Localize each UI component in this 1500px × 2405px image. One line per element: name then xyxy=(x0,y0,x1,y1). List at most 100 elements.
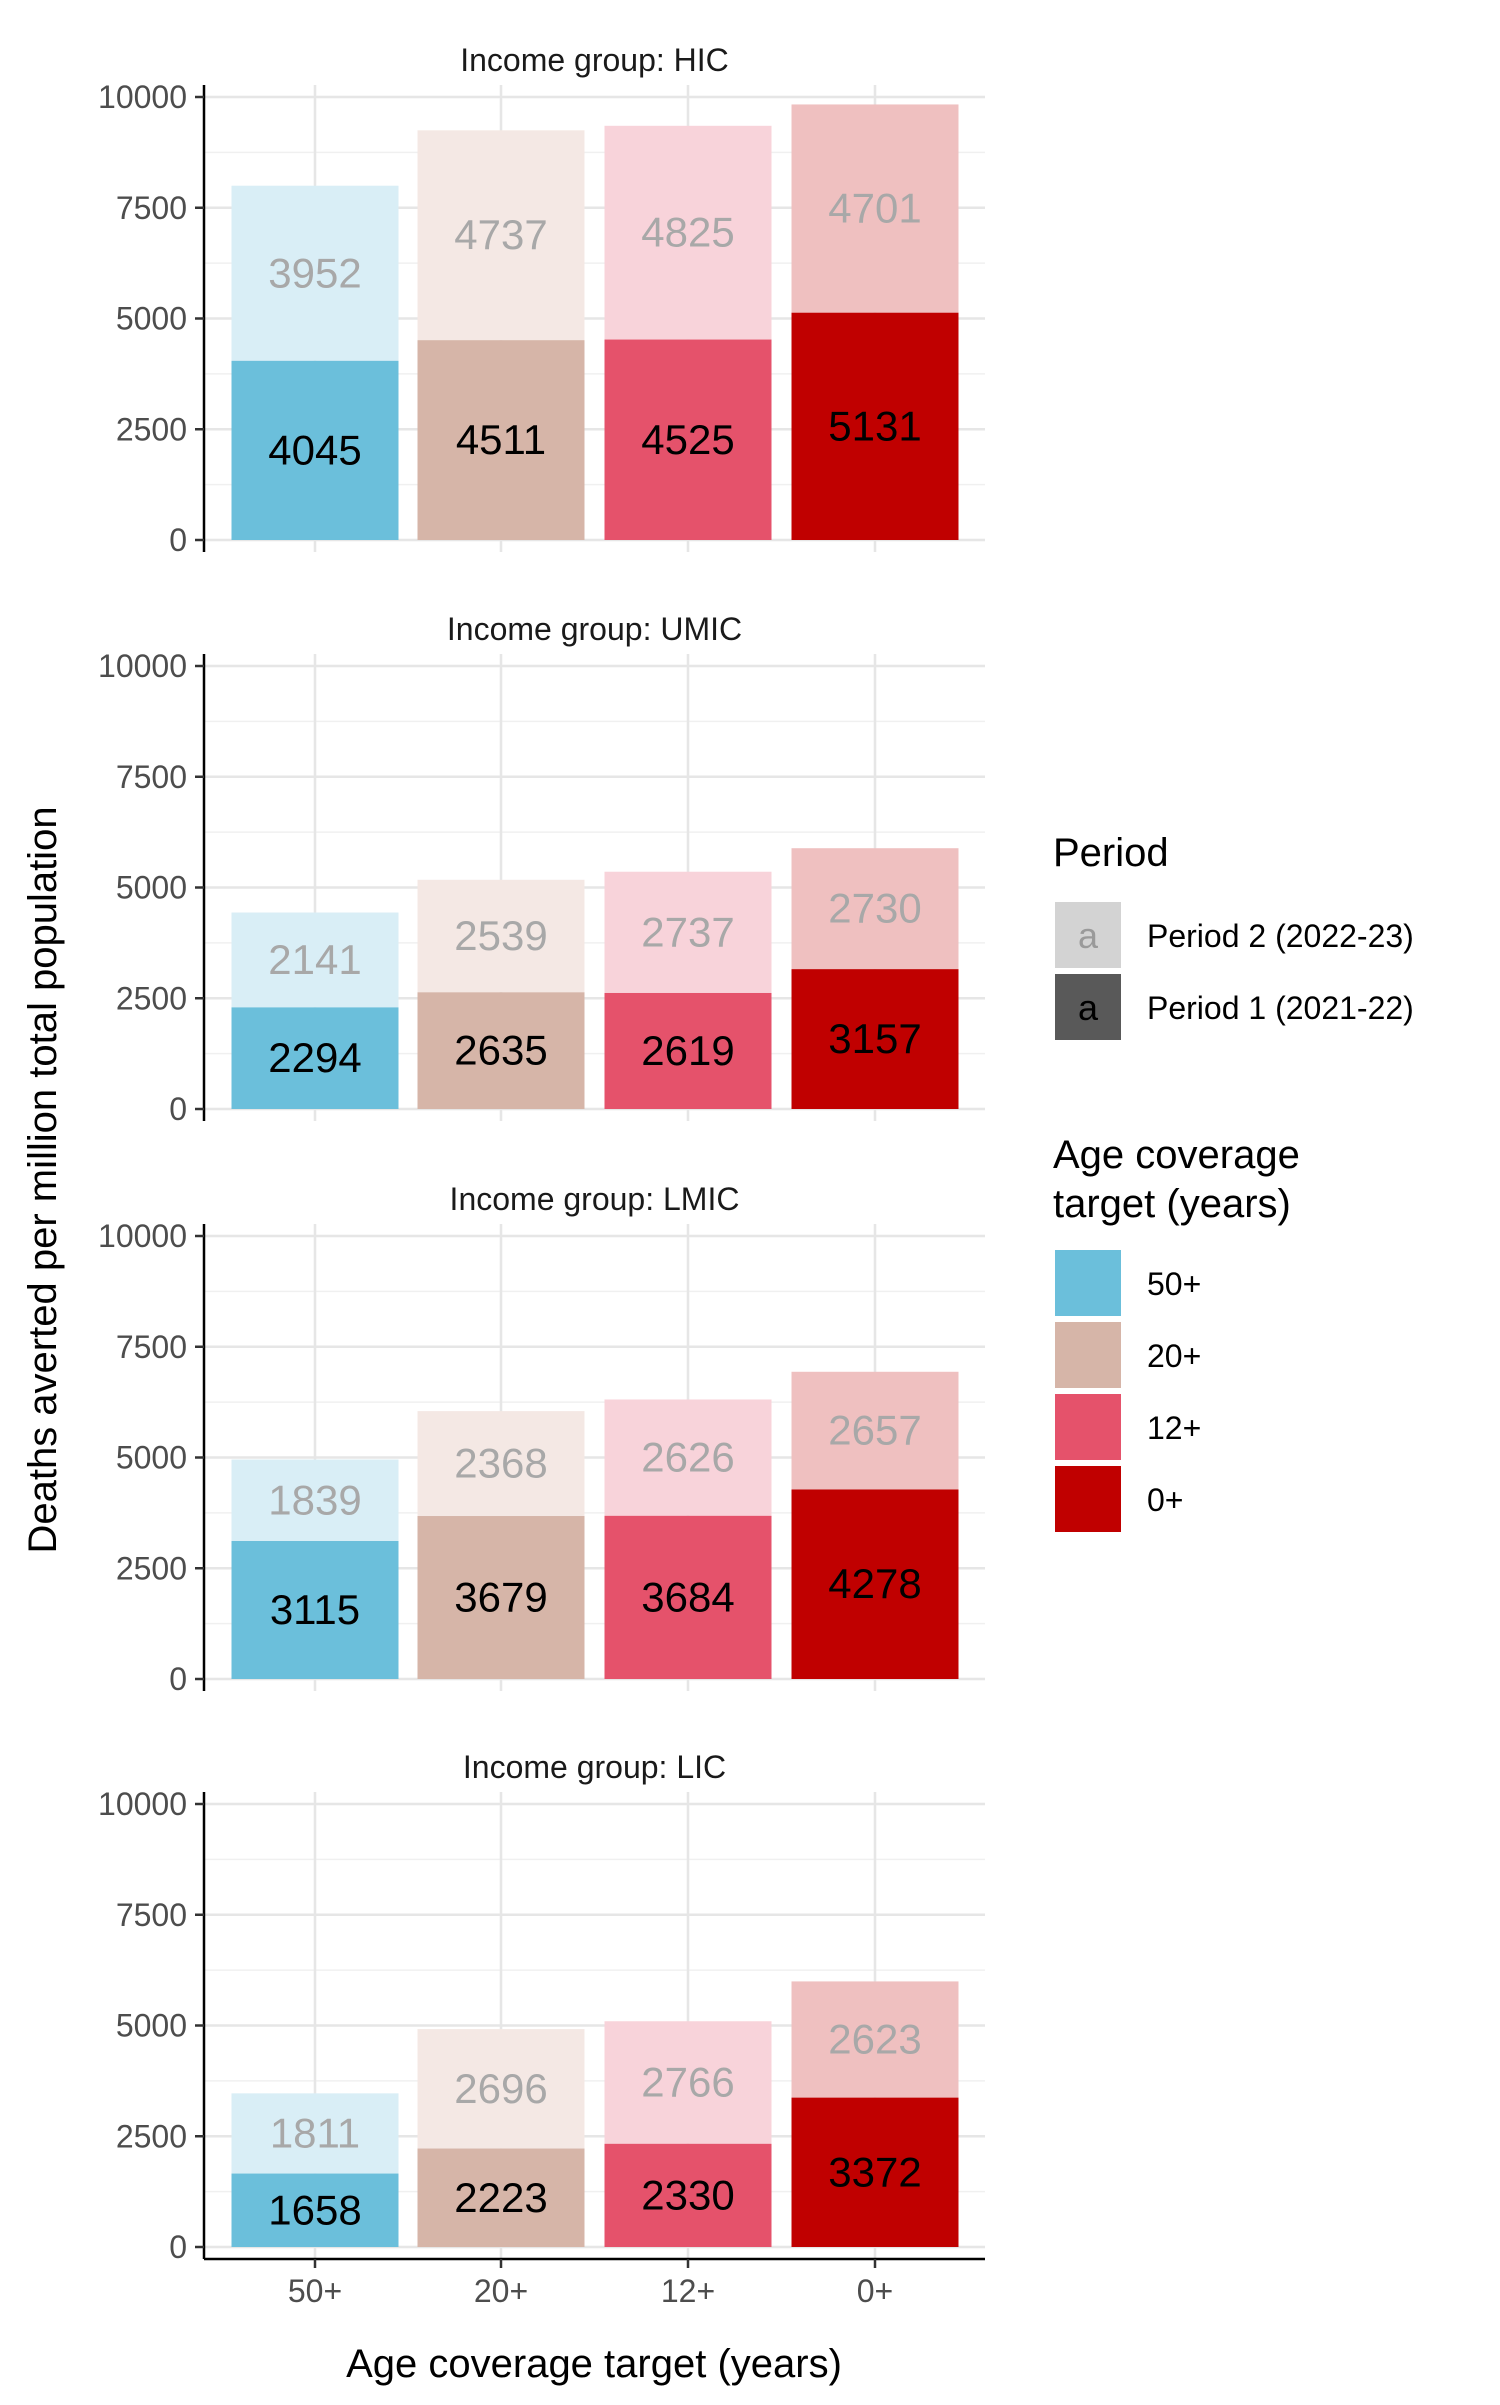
bar-period1 xyxy=(417,1516,585,1679)
x-tick-label: 50+ xyxy=(288,2273,342,2309)
data-label-period1: 2330 xyxy=(641,2171,734,2218)
y-tick-label: 10000 xyxy=(98,1218,187,1254)
bar-period1 xyxy=(791,312,959,540)
y-tick-label: 10000 xyxy=(98,648,187,684)
y-tick-label: 2500 xyxy=(116,980,187,1016)
legend: Period a Period 2 (2022-23) a Period 1 (2021… xyxy=(1053,831,1414,1532)
legend-period-key xyxy=(1055,974,1121,1040)
y-tick-label: 7500 xyxy=(116,1897,187,1933)
bar-period2 xyxy=(417,1411,585,1517)
panel-0: Income group: HIC 3952 4045 4737 4511 4825 452… xyxy=(98,42,985,558)
y-tick-label: 5000 xyxy=(116,301,187,337)
data-label-period1: 5131 xyxy=(828,402,921,449)
data-label-period1: 2294 xyxy=(268,1034,361,1081)
data-label-period2: 2696 xyxy=(454,2065,547,2112)
legend-period-glyph: a xyxy=(1078,987,1099,1028)
bar-period1 xyxy=(417,340,585,540)
data-label-period2: 2737 xyxy=(641,908,734,955)
legend-age-key xyxy=(1055,1322,1121,1388)
data-label-period2: 4825 xyxy=(641,209,734,256)
data-label-period2: 2539 xyxy=(454,912,547,959)
legend-age-key xyxy=(1055,1466,1121,1532)
legend-age-title: Age coverage xyxy=(1053,1133,1300,1177)
data-label-period2: 3952 xyxy=(268,249,361,296)
bar-period2 xyxy=(231,1459,399,1542)
panel-title: Income group: LMIC xyxy=(450,1181,740,1217)
legend-age-key xyxy=(1055,1394,1121,1460)
data-label-period2: 4737 xyxy=(454,211,547,258)
bar-period2 xyxy=(604,2021,772,2144)
panel-title: Income group: LIC xyxy=(463,1749,726,1785)
data-label-period1: 1658 xyxy=(268,2186,361,2233)
data-label-period2: 2368 xyxy=(454,1440,547,1487)
bar-period2 xyxy=(417,130,585,341)
y-axis-title: Deaths averted per million total populat… xyxy=(21,806,65,1553)
legend-period-label: Period 1 (2021-22) xyxy=(1147,990,1414,1026)
y-tick-label: 7500 xyxy=(116,190,187,226)
bar-period2 xyxy=(231,185,399,361)
data-label-period1: 2223 xyxy=(454,2174,547,2221)
bar-period2 xyxy=(791,1371,959,1490)
bar-period2 xyxy=(791,1981,959,2098)
data-label-period2: 2626 xyxy=(641,1434,734,1481)
bar-period1 xyxy=(231,1541,399,1679)
legend-age-label: 12+ xyxy=(1147,1410,1201,1446)
x-tick-label: 20+ xyxy=(474,2273,528,2309)
bar-period2 xyxy=(604,125,772,340)
legend-period-glyph: a xyxy=(1078,915,1099,956)
data-label-period1: 4525 xyxy=(641,416,734,463)
y-tick-label: 5000 xyxy=(116,1440,187,1476)
data-label-period2: 2766 xyxy=(641,2059,734,2106)
data-label-period1: 4045 xyxy=(268,426,361,473)
y-tick-label: 0 xyxy=(169,522,187,558)
data-label-period2: 2657 xyxy=(828,1407,921,1454)
data-label-period1: 2635 xyxy=(454,1027,547,1074)
bar-period2 xyxy=(791,104,959,313)
y-tick-label: 0 xyxy=(169,1091,187,1127)
bar-period2 xyxy=(791,848,959,970)
panel-2: Income group: LMIC 1839 3115 2368 3679 2626 36… xyxy=(98,1181,985,1697)
data-label-period2: 2141 xyxy=(268,936,361,983)
panel-1: Income group: UMIC 2141 2294 2539 2635 2737 26… xyxy=(98,611,985,1127)
data-label-period2: 1811 xyxy=(270,2109,360,2156)
y-tick-label: 2500 xyxy=(116,2118,187,2154)
x-tick-label: 12+ xyxy=(661,2273,715,2309)
legend-age-label: 20+ xyxy=(1147,1338,1201,1374)
bar-period1 xyxy=(231,360,399,540)
data-label-period1: 4511 xyxy=(456,416,546,463)
panel-title: Income group: UMIC xyxy=(447,611,742,647)
bar-period1 xyxy=(231,2173,399,2247)
data-label-period2: 1839 xyxy=(268,1476,361,1523)
legend-period-label: Period 2 (2022-23) xyxy=(1147,918,1414,954)
bar-period1 xyxy=(604,1515,772,1679)
bar-period1 xyxy=(791,1489,959,1679)
bar-period2 xyxy=(417,2029,585,2149)
data-label-period1: 3115 xyxy=(270,1586,360,1633)
bar-period1 xyxy=(417,992,585,1109)
bar-period2 xyxy=(231,2093,399,2174)
legend-age-label: 0+ xyxy=(1147,1482,1183,1518)
data-label-period1: 4278 xyxy=(828,1560,921,1607)
legend-age-title: target (years) xyxy=(1053,1182,1291,1226)
y-tick-label: 10000 xyxy=(98,1786,187,1822)
legend-age-key xyxy=(1055,1250,1121,1316)
x-tick-label: 0+ xyxy=(857,2273,893,2309)
bar-period2 xyxy=(604,871,772,993)
legend-period-key xyxy=(1055,902,1121,968)
y-tick-label: 7500 xyxy=(116,759,187,795)
bar-period1 xyxy=(604,992,772,1109)
bar-period2 xyxy=(604,1399,772,1516)
y-tick-label: 7500 xyxy=(116,1329,187,1365)
y-tick-label: 10000 xyxy=(98,79,187,115)
panel-title: Income group: HIC xyxy=(460,42,729,78)
bar-period1 xyxy=(604,339,772,540)
panel-3: Income group: LIC 1811 1658 2696 2223 2766 233… xyxy=(98,1749,985,2309)
bar-period2 xyxy=(231,912,399,1008)
bar-period1 xyxy=(417,2148,585,2247)
legend-period-title: Period xyxy=(1053,831,1169,875)
y-tick-label: 0 xyxy=(169,1661,187,1697)
data-label-period1: 3157 xyxy=(828,1015,921,1062)
y-tick-label: 5000 xyxy=(116,2008,187,2044)
data-label-period1: 2619 xyxy=(641,1027,734,1074)
